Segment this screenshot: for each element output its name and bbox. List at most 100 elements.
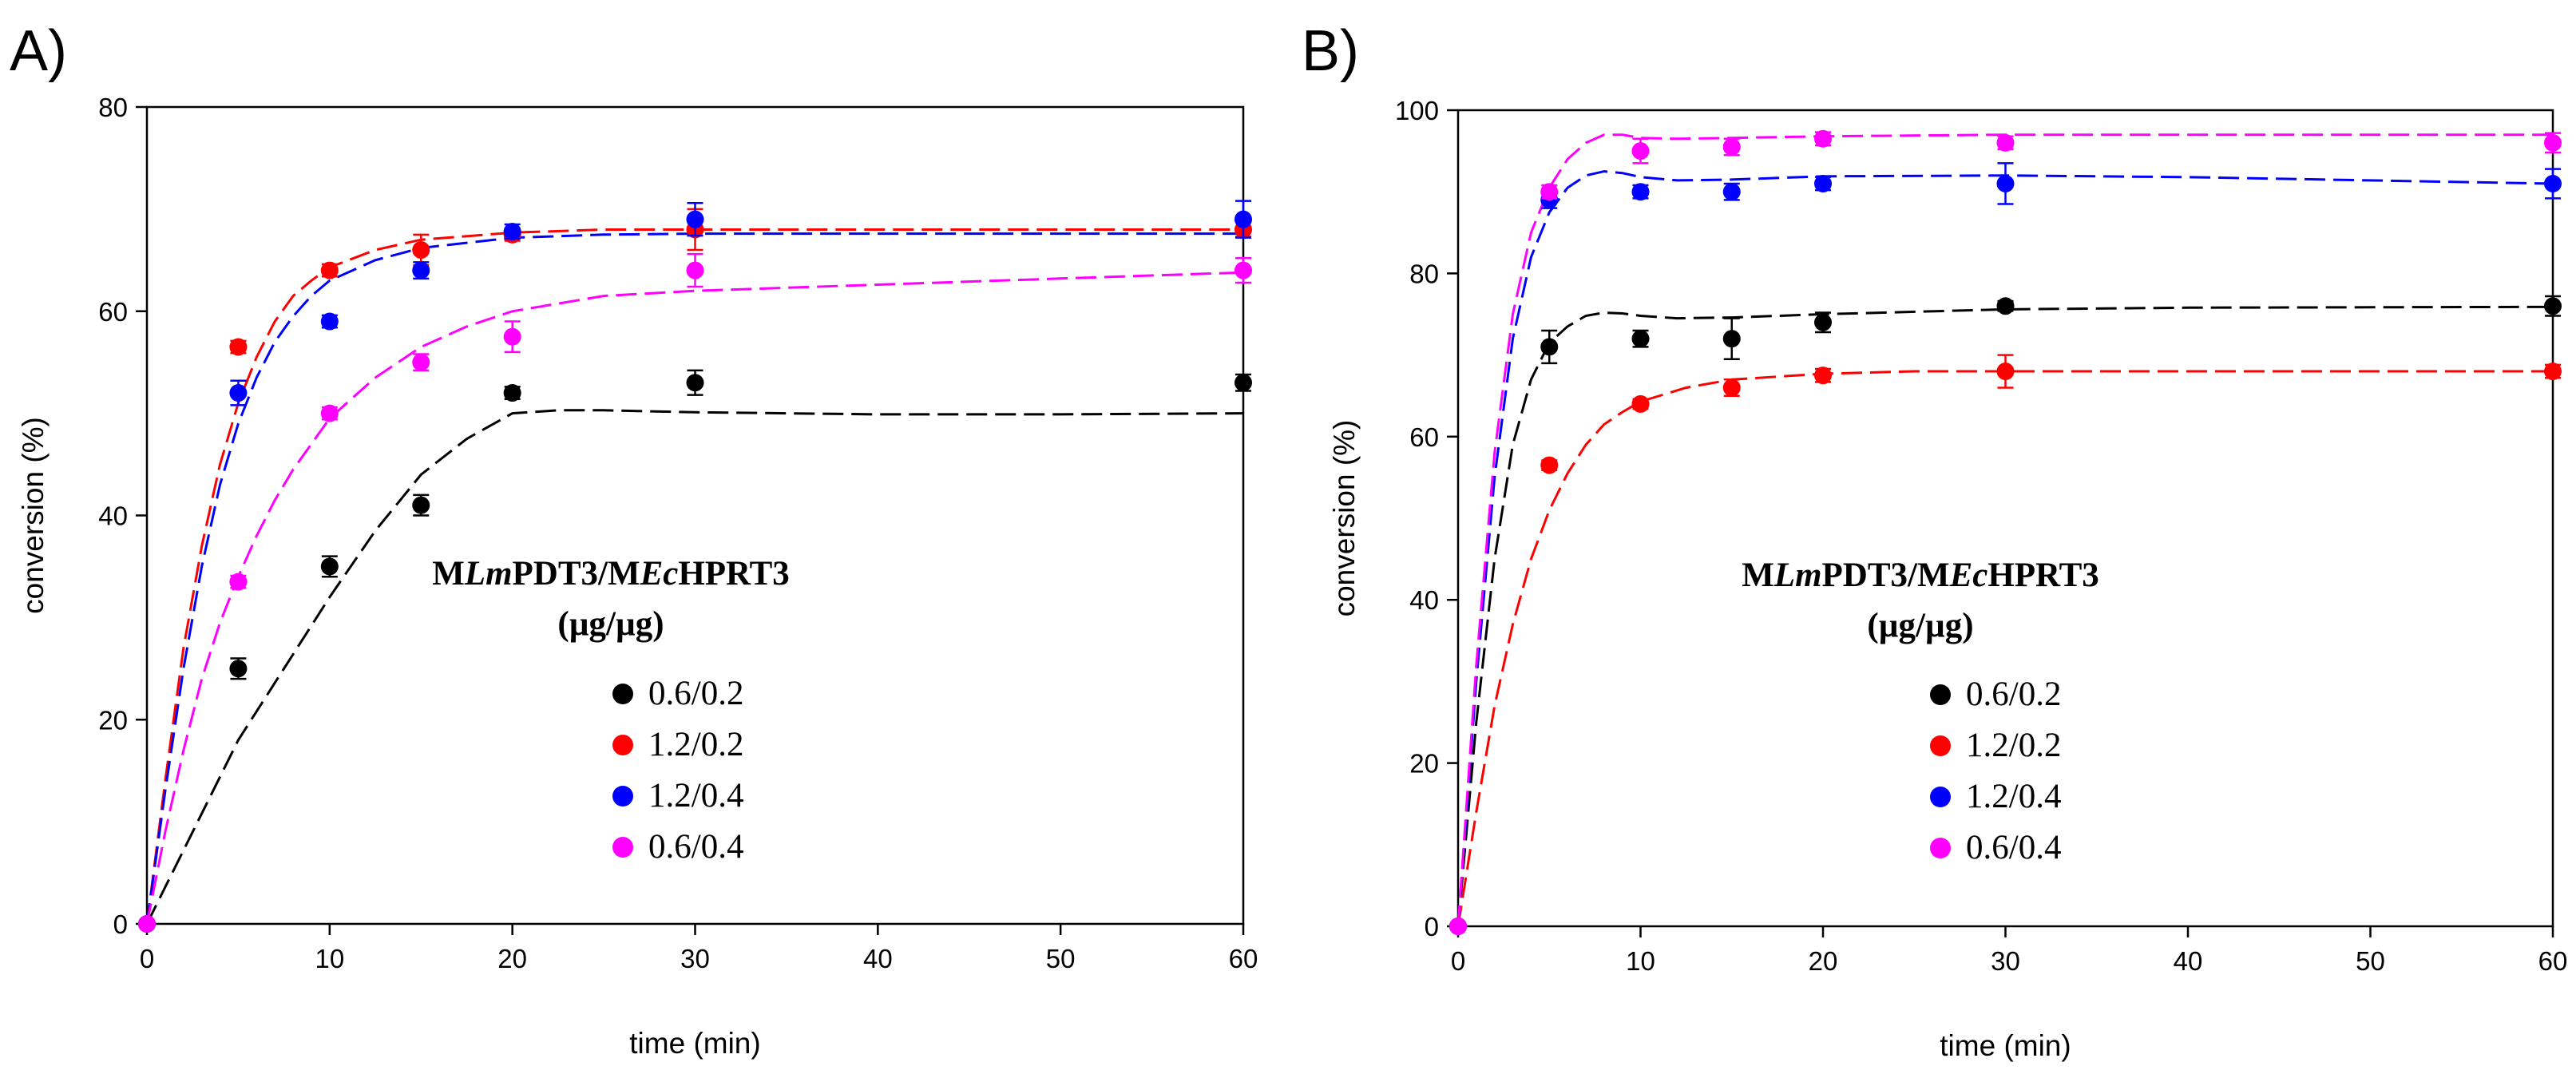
data-point — [1631, 330, 1650, 348]
data-point — [1814, 174, 1832, 192]
legend-marker — [612, 735, 633, 755]
data-point — [1996, 133, 2015, 152]
fit-curve — [1456, 305, 2554, 927]
legend-title-part: PDT3/M — [513, 555, 640, 593]
data-point — [138, 915, 156, 933]
data-point — [2544, 363, 2562, 381]
data-point — [320, 261, 339, 279]
panel-label: B) — [1302, 19, 1359, 83]
legend-title-part: Lm — [1773, 557, 1822, 594]
y-tick-label: 0 — [113, 910, 128, 939]
x-tick-label: 60 — [1229, 944, 1258, 973]
x-tick-label: 50 — [1046, 944, 1076, 973]
x-tick-label: 40 — [863, 944, 893, 973]
x-tick-label: 0 — [140, 944, 154, 973]
legend-title-part: HPRT3 — [1987, 557, 2098, 594]
fit-curve — [1456, 133, 2553, 927]
data-point — [1722, 183, 1741, 201]
fit-curve — [145, 409, 1244, 925]
data-point — [229, 660, 248, 678]
legend-subtitle: (µg/µg) — [557, 605, 664, 643]
fit-curve — [1456, 170, 2554, 927]
panel-a: A) 0 10 20 30 40 50 60 0 20 40 60 80 time (min) conver… — [10, 19, 1258, 1060]
y-tick-label: 80 — [1409, 259, 1439, 288]
data-point — [1631, 142, 1650, 161]
y-tick-label: 80 — [98, 93, 128, 122]
data-point — [1540, 183, 1559, 201]
y-tick-label: 20 — [1409, 749, 1439, 779]
x-tick-label: 50 — [2356, 946, 2385, 976]
data-point — [1540, 456, 1559, 474]
data-point — [229, 384, 248, 402]
x-tick-label: 0 — [1451, 946, 1465, 976]
legend-entry: 0.6/0.2 — [648, 675, 743, 712]
x-tick-label: 10 — [315, 944, 344, 973]
data-point — [1540, 338, 1559, 356]
y-axis-title: conversion (%) — [1328, 420, 1361, 617]
data-point — [412, 353, 430, 371]
y-tick-label: 40 — [1409, 585, 1439, 615]
data-point — [503, 223, 521, 241]
data-point — [1814, 367, 1832, 385]
legend-marker — [612, 786, 633, 807]
x-tick-label: 30 — [1991, 946, 2020, 976]
data-point — [503, 327, 521, 346]
data-point — [320, 557, 339, 576]
x-axis-title: time (min) — [1940, 1029, 2071, 1062]
data-point — [412, 261, 430, 279]
x-tick-label: 30 — [680, 944, 710, 973]
legend-title-part: M — [432, 555, 465, 593]
legend-title-part: PDT3/M — [1822, 557, 1950, 594]
y-tick-label: 0 — [1425, 912, 1439, 941]
legend-title: MLmPDT3/MEcHPRT3 — [1742, 557, 2099, 594]
x-axis-title: time (min) — [629, 1027, 760, 1060]
y-tick-label: 40 — [98, 501, 128, 531]
data-point — [686, 374, 704, 392]
data-point — [503, 384, 521, 402]
legend-title-part: Ec — [1949, 557, 1988, 594]
data-point — [412, 496, 430, 514]
y-tick-label: 20 — [98, 705, 128, 735]
panel-b: B) 0 10 20 30 40 50 60 0 20 40 60 80 100 time (min) con… — [1302, 19, 2567, 1062]
data-point — [1449, 917, 1467, 935]
data-point — [1814, 129, 1832, 148]
legend-entry: 0.6/0.4 — [648, 828, 743, 866]
x-tick-label: 60 — [2538, 946, 2568, 976]
legend-marker — [612, 837, 633, 858]
legend-marker — [1930, 735, 1951, 756]
data-point — [412, 241, 430, 260]
legend-entry: 0.6/0.4 — [1966, 829, 2061, 866]
data-point — [1631, 183, 1650, 201]
data-point — [1722, 137, 1741, 156]
x-tick-label: 10 — [1626, 946, 1655, 976]
data-point — [686, 210, 704, 228]
data-point — [1234, 210, 1252, 228]
legend-title-part: M — [1742, 557, 1774, 594]
data-point — [1234, 374, 1252, 392]
data-point — [1234, 261, 1252, 279]
y-tick-label: 60 — [98, 297, 128, 327]
legend-title-part: HPRT3 — [678, 555, 789, 593]
data-point — [1996, 174, 2015, 192]
x-tick-label: 20 — [497, 944, 527, 973]
panel-label: A) — [10, 19, 67, 83]
data-point — [320, 404, 339, 422]
legend-marker — [1930, 838, 1951, 858]
legend-marker — [1930, 684, 1951, 705]
legend-entry: 0.6/0.2 — [1966, 676, 2061, 713]
data-point — [2544, 133, 2562, 152]
legend-entry: 1.2/0.2 — [1966, 727, 2061, 764]
data-point — [229, 573, 248, 591]
data-point — [1996, 297, 2015, 315]
legend-entry: 1.2/0.4 — [1966, 778, 2061, 815]
data-point — [2544, 174, 2562, 192]
legend-title-part: Lm — [464, 555, 513, 593]
x-tick-label: 40 — [2174, 946, 2203, 976]
data-point — [1722, 330, 1741, 348]
y-tick-label: 60 — [1409, 422, 1439, 452]
legend-entry: 1.2/0.2 — [648, 726, 743, 763]
data-point — [686, 261, 704, 279]
legend-title: MLmPDT3/MEcHPRT3 — [432, 555, 790, 593]
legend-entry: 1.2/0.4 — [648, 777, 743, 814]
